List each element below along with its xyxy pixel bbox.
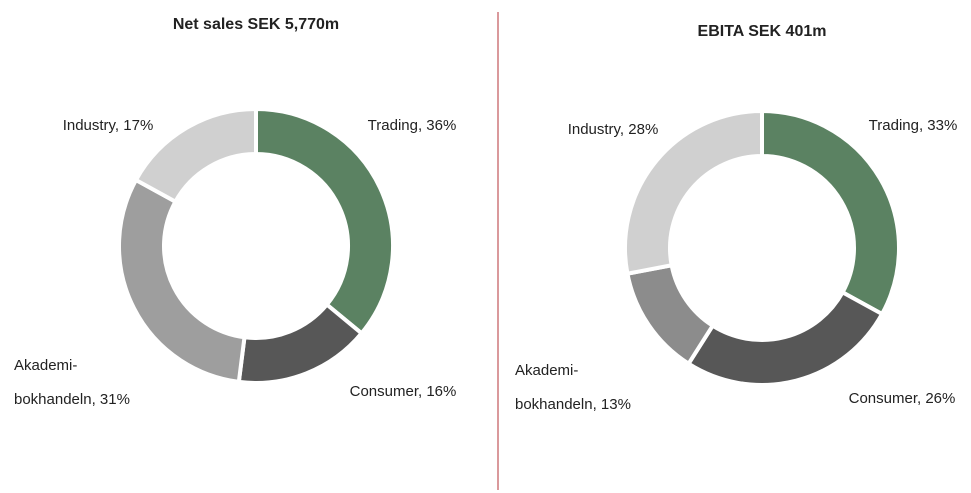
donut-segment xyxy=(760,108,901,317)
donut-segment xyxy=(133,106,258,205)
label-line: Industry, 17% xyxy=(63,117,154,134)
label-line: bokhandeln, 31% xyxy=(14,391,130,408)
donut-segment xyxy=(254,106,395,337)
segment-label: Trading, 36% xyxy=(368,117,457,134)
label-line: Trading, 36% xyxy=(368,117,457,134)
donut-segment xyxy=(236,301,365,385)
chart-title: Net sales SEK 5,770m xyxy=(173,16,339,33)
segment-label: Akademi-bokhandeln, 13% xyxy=(515,362,631,413)
segment-label: Industry, 17% xyxy=(63,117,154,134)
donut-segment xyxy=(623,108,764,277)
label-line: Akademi- xyxy=(515,362,578,379)
segment-label: Industry, 28% xyxy=(568,121,659,138)
segment-label: Consumer, 16% xyxy=(350,383,457,400)
label-line: Consumer, 26% xyxy=(849,390,956,407)
chart-title: EBITA SEK 401m xyxy=(698,23,827,40)
label-line: Akademi- xyxy=(14,357,77,374)
label-line: Industry, 28% xyxy=(568,121,659,138)
donut-segment xyxy=(117,177,247,385)
label-line: Consumer, 16% xyxy=(350,383,457,400)
donut-segment xyxy=(625,262,716,367)
segment-label: Trading, 33% xyxy=(869,117,958,134)
segment-label: Akademi-bokhandeln, 31% xyxy=(14,357,130,408)
label-line: Trading, 33% xyxy=(869,117,958,134)
donut-segment xyxy=(685,289,885,387)
label-line: bokhandeln, 13% xyxy=(515,396,631,413)
segment-label: Consumer, 26% xyxy=(849,390,956,407)
